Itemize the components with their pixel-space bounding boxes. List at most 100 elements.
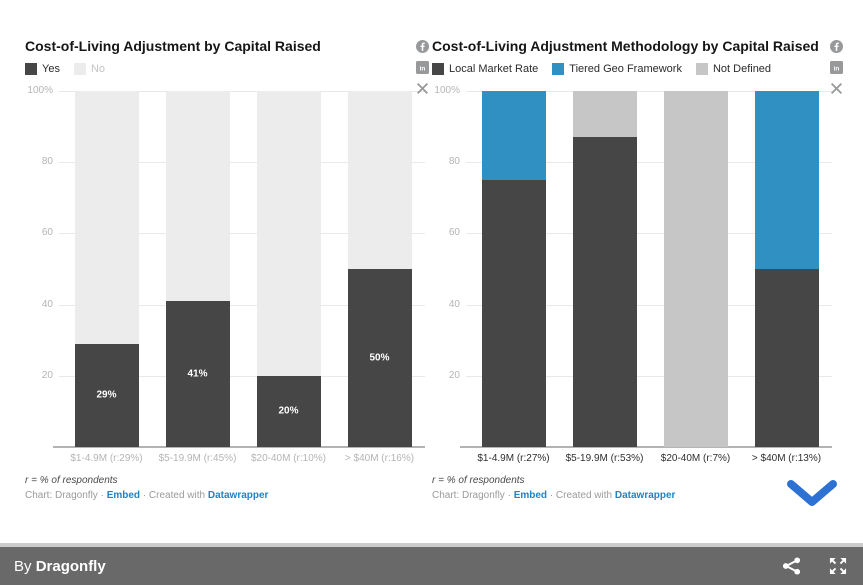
gridline bbox=[466, 304, 832, 306]
y-axis-label: 20 bbox=[41, 369, 53, 381]
chart-legend: Yes No bbox=[25, 63, 105, 75]
bar-segment bbox=[165, 301, 230, 447]
bar-value-label: 20% bbox=[278, 405, 299, 417]
gridline bbox=[466, 162, 832, 164]
bar-slot: 20% bbox=[243, 91, 334, 447]
bar-segment bbox=[74, 91, 139, 344]
byline-name: Dragonfly bbox=[35, 557, 106, 575]
facebook-icon[interactable] bbox=[829, 40, 843, 53]
x-axis-label: $1-4.9M (r:27%) bbox=[477, 453, 550, 464]
byline: By Dragonfly bbox=[14, 558, 106, 575]
chart-plot: 100% 80 60 40 20 29% 41% 20% 50% bbox=[25, 86, 425, 448]
gridline bbox=[466, 91, 832, 92]
bar-segment bbox=[663, 91, 728, 447]
bar-segment bbox=[481, 180, 546, 447]
legend-swatch bbox=[73, 63, 86, 75]
chart-legend: Local Market Rate Tiered Geo Framework Not… bbox=[432, 63, 771, 75]
attribution-prefix: Chart: Dragonfly · bbox=[25, 490, 104, 501]
x-axis-label: $20-40M (r:10%) bbox=[250, 453, 327, 464]
embed-link[interactable]: Embed bbox=[513, 490, 548, 501]
legend-item: Tiered Geo Framework bbox=[552, 63, 682, 75]
legend-item: Local Market Rate bbox=[432, 63, 538, 75]
bar-slot: 41% bbox=[152, 91, 243, 447]
datawrapper-link[interactable]: Datawrapper bbox=[207, 490, 269, 501]
fullscreen-icon[interactable] bbox=[829, 557, 847, 575]
legend-label: No bbox=[90, 63, 106, 75]
chart-x-axis: $1-4.9M (r:29%) $5-19.9M (r:45%) $20-40M (… bbox=[61, 453, 425, 465]
gridline bbox=[59, 233, 425, 235]
chart-x-axis: $1-4.9M (r:27%) $5-19.9M (r:53%) $20-40M (… bbox=[468, 453, 832, 465]
x-axis-label: $20-40M (r:7%) bbox=[660, 453, 731, 464]
y-axis-label: 60 bbox=[448, 227, 460, 239]
bar-slot bbox=[741, 91, 832, 447]
bar-segment bbox=[256, 91, 321, 376]
legend-swatch bbox=[25, 63, 37, 75]
gridline bbox=[466, 233, 832, 235]
bar-segment bbox=[572, 137, 637, 447]
bar-slot bbox=[559, 91, 650, 447]
bar-value-label: 50% bbox=[369, 352, 390, 364]
embed-link[interactable]: Embed bbox=[106, 490, 141, 501]
gridline bbox=[59, 375, 425, 377]
byline-prefix: By bbox=[14, 557, 36, 575]
bar-segment bbox=[256, 375, 321, 447]
legend-swatch bbox=[552, 63, 565, 75]
bar-segment bbox=[572, 91, 637, 138]
datawrapper-link[interactable]: Datawrapper bbox=[614, 490, 676, 501]
x-axis-label: $5-19.9M (r:45%) bbox=[158, 453, 237, 464]
bar-4: 50% bbox=[347, 91, 412, 447]
legend-item: No bbox=[73, 63, 106, 75]
attribution-prefix: Chart: Dragonfly · bbox=[432, 490, 511, 501]
bar-segment bbox=[754, 269, 819, 447]
facebook-icon[interactable] bbox=[415, 40, 429, 53]
x-axis-line bbox=[53, 446, 425, 448]
y-axis-label: 80 bbox=[448, 156, 460, 168]
footer-bar: By Dragonfly bbox=[0, 543, 863, 585]
chart-footnote: r = % of respondents bbox=[432, 475, 525, 486]
y-axis-label: 40 bbox=[41, 298, 53, 310]
social-share-column-left: in bbox=[415, 40, 429, 95]
chevron-down-icon[interactable] bbox=[786, 479, 838, 514]
chart-title: Cost-of-Living Adjustment Methodology by… bbox=[432, 38, 819, 54]
bars-area: 29% 41% 20% 50% bbox=[61, 91, 425, 447]
legend-swatch bbox=[432, 63, 444, 75]
legend-swatch bbox=[695, 63, 708, 75]
chart-attribution: Chart: Dragonfly · Embed · Created with … bbox=[432, 490, 675, 501]
bar-segment bbox=[347, 269, 412, 447]
y-axis-label: 60 bbox=[41, 227, 53, 239]
linkedin-icon[interactable]: in bbox=[829, 61, 843, 74]
chart-panel-methodology: Cost-of-Living Adjustment Methodology by… bbox=[432, 36, 832, 506]
gridline bbox=[466, 375, 832, 377]
y-axis-label: 20 bbox=[448, 369, 460, 381]
gridline bbox=[59, 304, 425, 306]
social-share-column-right: in bbox=[829, 40, 843, 95]
attribution-created: · Created with bbox=[142, 490, 206, 501]
chart-panel-cola: Cost-of-Living Adjustment by Capital Rai… bbox=[25, 36, 425, 506]
bars-area bbox=[468, 91, 832, 447]
footer-icons bbox=[782, 547, 847, 585]
attribution-created: · Created with bbox=[549, 490, 613, 501]
y-axis-label: 100% bbox=[27, 85, 53, 96]
legend-label: Not Defined bbox=[712, 63, 772, 75]
share-icon[interactable] bbox=[782, 557, 801, 575]
linkedin-icon[interactable]: in bbox=[415, 61, 429, 74]
bar-slot: 50% bbox=[334, 91, 425, 447]
x-icon[interactable] bbox=[416, 82, 429, 95]
y-axis-label: 80 bbox=[41, 156, 53, 168]
y-axis-label: 40 bbox=[448, 298, 460, 310]
bar-value-label: 41% bbox=[187, 368, 208, 380]
x-axis-label: > $40M (r:16%) bbox=[344, 453, 415, 464]
legend-label: Local Market Rate bbox=[449, 63, 539, 75]
y-axis-label: 100% bbox=[434, 85, 460, 96]
svg-text:in: in bbox=[419, 65, 425, 72]
x-axis-label: > $40M (r:13%) bbox=[751, 453, 822, 464]
legend-label: Yes bbox=[42, 63, 60, 75]
legend-label: Tiered Geo Framework bbox=[569, 63, 682, 75]
bar-1 bbox=[481, 91, 546, 447]
x-axis-line bbox=[460, 446, 832, 448]
chart-footnote: r = % of respondents bbox=[25, 475, 118, 486]
x-icon[interactable] bbox=[830, 82, 843, 95]
bar-3: 20% bbox=[256, 91, 321, 447]
svg-text:in: in bbox=[833, 65, 839, 72]
